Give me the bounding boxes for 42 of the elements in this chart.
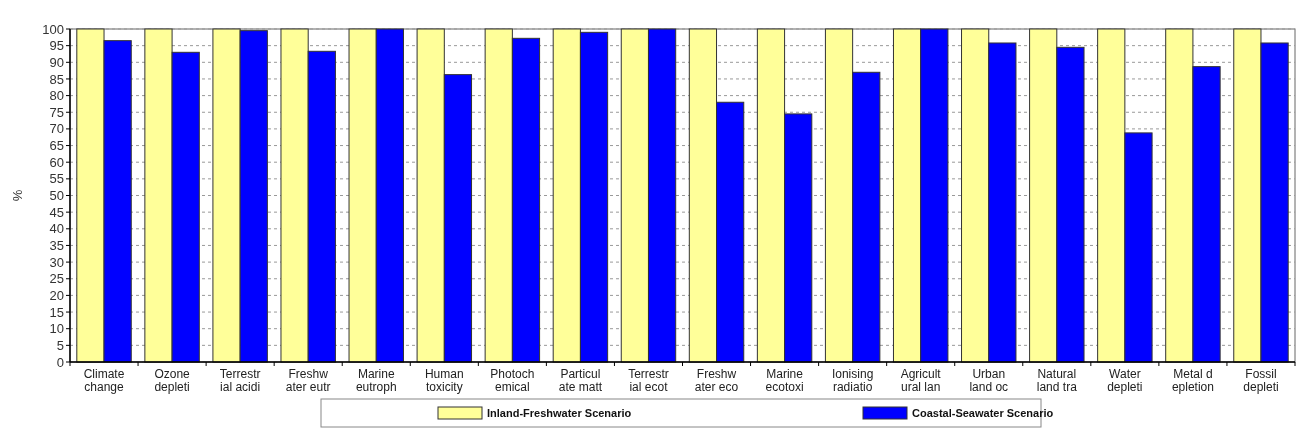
- x-tick-label: Marine eutroph: [355, 367, 397, 394]
- y-tick-label: 15: [49, 304, 64, 320]
- x-tick-label: Particul ate matt: [558, 367, 603, 394]
- x-tick-label: Freshw ater eutr: [285, 367, 331, 394]
- y-tick-label: 60: [49, 154, 64, 170]
- y-tick-label: 80: [49, 88, 64, 104]
- y-tick-label: 0: [56, 354, 64, 370]
- y-tick-label: 70: [49, 121, 64, 137]
- y-tick-label: 5: [56, 337, 64, 353]
- y-tick-label: 45: [49, 204, 64, 220]
- y-tick-label: 55: [49, 171, 64, 187]
- x-tick-label: Freshw ater eco: [694, 367, 739, 394]
- x-tick-label: Ionising radiatio: [831, 367, 874, 394]
- y-tick-label: 10: [49, 321, 64, 337]
- y-tick-label: 85: [49, 71, 64, 87]
- y-tick-label: 90: [49, 54, 64, 70]
- x-tick-label: Fossil depleti: [1243, 367, 1279, 394]
- y-tick-label: 35: [49, 238, 64, 253]
- x-tick-label: Agricult ural lan: [900, 367, 942, 394]
- x-tick-label: Natural land tra: [1036, 367, 1078, 394]
- x-tick-label: Ozone depleti: [154, 367, 191, 394]
- legend-label: Inland-Freshwater Scenario: [487, 406, 632, 419]
- x-tick-label: Terrestr ial ecot: [628, 367, 669, 394]
- legend-label: Coastal-Seawater Scenario: [912, 406, 1054, 419]
- y-tick-label: 30: [49, 254, 64, 270]
- x-tick-label: Terrestr ial acidi: [219, 367, 261, 394]
- y-tick-label: 100: [42, 21, 64, 37]
- y-tick-label: 20: [49, 287, 64, 303]
- x-tick-label: Urban land oc: [969, 367, 1009, 394]
- y-tick-label: 50: [49, 188, 64, 204]
- x-tick-label: Climate change: [83, 367, 125, 394]
- y-tick-label: 65: [49, 138, 64, 154]
- x-tick-label: Marine ecotoxi: [765, 367, 804, 394]
- y-tick-label: 75: [49, 104, 64, 120]
- x-tick-label: Water depleti: [1107, 367, 1143, 394]
- y-tick-label: 25: [49, 271, 64, 287]
- x-tick-label: Human toxicity: [424, 367, 464, 394]
- y-axis-title: %: [10, 189, 25, 202]
- x-tick-label: Photoch emical: [490, 367, 535, 394]
- x-tick-label: Metal d epletion: [1171, 367, 1214, 394]
- y-tick-label: 40: [49, 221, 64, 237]
- y-tick-label: 95: [49, 38, 64, 54]
